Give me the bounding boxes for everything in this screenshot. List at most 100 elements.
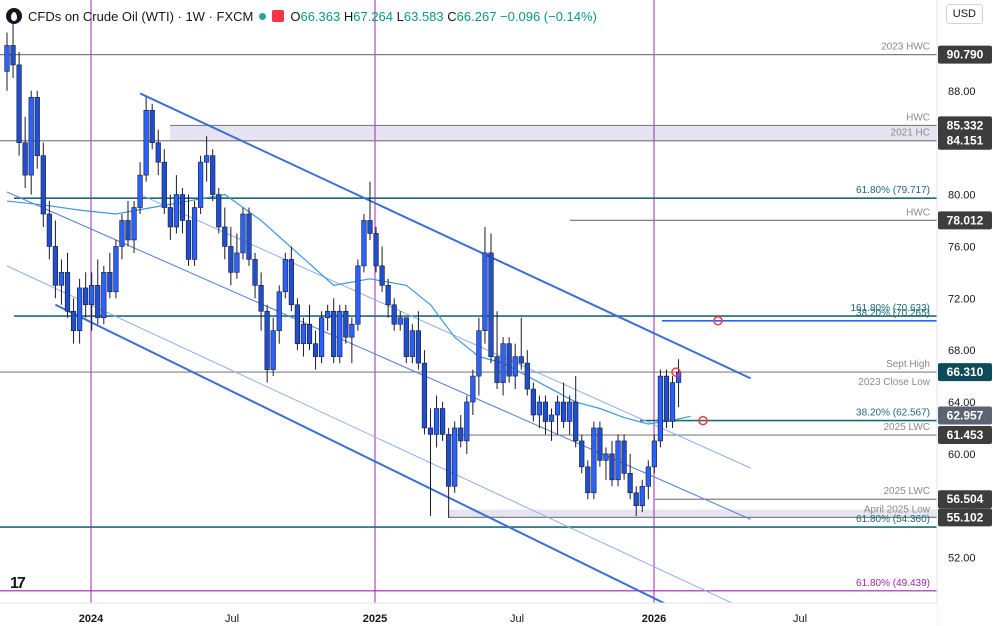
candle (476, 317, 482, 396)
candle-body (603, 453, 609, 461)
candle-body (609, 453, 615, 481)
level-label: 161.80% (70.633) (850, 303, 930, 314)
candle-body (16, 64, 22, 143)
level-label: Sept High (886, 359, 930, 370)
candle-body (439, 408, 446, 435)
candle (89, 272, 95, 331)
trend-channels (6, 92, 752, 626)
candle-body (403, 317, 409, 357)
candle-body (627, 473, 633, 494)
price-tag-bg (938, 490, 992, 509)
candle (16, 51, 22, 156)
candle-body (306, 323, 313, 344)
horizontal-levels (0, 54, 937, 592)
price-tag-label: 85.332 (947, 118, 984, 132)
candle-body (4, 45, 10, 72)
price-tag-label: 61.453 (947, 428, 984, 442)
level-label: 38.20% (70.265) (856, 308, 930, 319)
candle-body (125, 220, 131, 241)
candle (246, 207, 252, 266)
candle (179, 188, 186, 234)
level-label: 38.20% (62.567) (856, 408, 930, 419)
candle-body (325, 310, 331, 319)
candle-body (560, 401, 567, 422)
candle-body (198, 161, 204, 208)
candle-body (621, 440, 627, 474)
price-tag-bg (938, 116, 992, 135)
candle-body (397, 317, 403, 325)
y-tick-label: 80.00 (948, 190, 976, 202)
candle-body (300, 323, 307, 344)
candle (585, 460, 591, 500)
x-tick-label: Jul (225, 613, 239, 625)
level-label: 61.80% (54.360) (856, 514, 930, 525)
candle (276, 285, 282, 344)
candle-body (64, 272, 71, 312)
candle-body (639, 486, 645, 507)
candle-body (270, 330, 276, 370)
candle (306, 304, 313, 351)
candle (524, 350, 530, 396)
flag-icon[interactable] (272, 10, 285, 22)
candle (101, 265, 107, 325)
candle-body (22, 142, 28, 176)
candle-body (216, 194, 222, 228)
candle (633, 486, 639, 517)
candle-body (615, 440, 621, 481)
candle-body (89, 285, 95, 306)
candle-body (567, 401, 573, 422)
candle-body (446, 434, 452, 487)
candle (198, 155, 204, 215)
candle-body (391, 304, 397, 325)
price-tag: 84.151 (938, 131, 992, 150)
candle (216, 188, 222, 234)
price-tag-bg (938, 508, 992, 527)
candle (173, 175, 180, 234)
candle (161, 149, 167, 215)
candle (300, 317, 307, 357)
candle-body (107, 272, 113, 293)
channel-line (139, 92, 752, 380)
price-tag-bg (938, 363, 992, 382)
candle-body (669, 382, 676, 422)
price-tag-label: 90.790 (947, 48, 984, 62)
candle-body (258, 285, 264, 312)
candle (579, 434, 585, 474)
candle (349, 317, 355, 364)
candle-body (452, 427, 458, 487)
candle (52, 220, 58, 299)
candle (542, 395, 549, 435)
candle-body (131, 207, 137, 241)
candle-body (28, 97, 34, 176)
channel-line (6, 265, 751, 613)
candle (415, 311, 422, 370)
candle-body (349, 323, 355, 338)
candle (258, 272, 264, 331)
y-axis: 52.0056.0060.0064.0068.0072.0076.0080.00… (936, 0, 993, 626)
price-tag-bg (938, 45, 992, 64)
candle-body (657, 375, 663, 442)
candle (343, 304, 349, 344)
candle (318, 311, 325, 364)
x-axis: 2024 Jul 2025 Jul 2026 Jul (0, 602, 937, 626)
ohlc-readout: O66.363 H67.264 L63.583 C66.267 −0.096 (… (290, 8, 597, 24)
candle-body (95, 285, 101, 319)
candle-body (470, 375, 476, 403)
candle (113, 239, 119, 299)
x-tick-label: 2025 (363, 613, 387, 625)
candle (518, 317, 524, 370)
moving-average (6, 193, 691, 425)
candle (337, 304, 343, 364)
candle-body (288, 259, 294, 306)
candle (567, 395, 573, 435)
price-tag: 85.332 (938, 116, 992, 135)
x-axis-bg (0, 603, 937, 626)
price-tag: 66.310 (938, 363, 992, 382)
currency-button[interactable]: USD (945, 4, 983, 24)
instrument-title[interactable]: CFDs on Crude Oil (WTI) · 1W · FXCM (28, 8, 254, 24)
candle (421, 350, 428, 435)
candle-body (173, 194, 180, 228)
candle (512, 343, 518, 390)
price-tag: 90.790 (938, 45, 992, 64)
